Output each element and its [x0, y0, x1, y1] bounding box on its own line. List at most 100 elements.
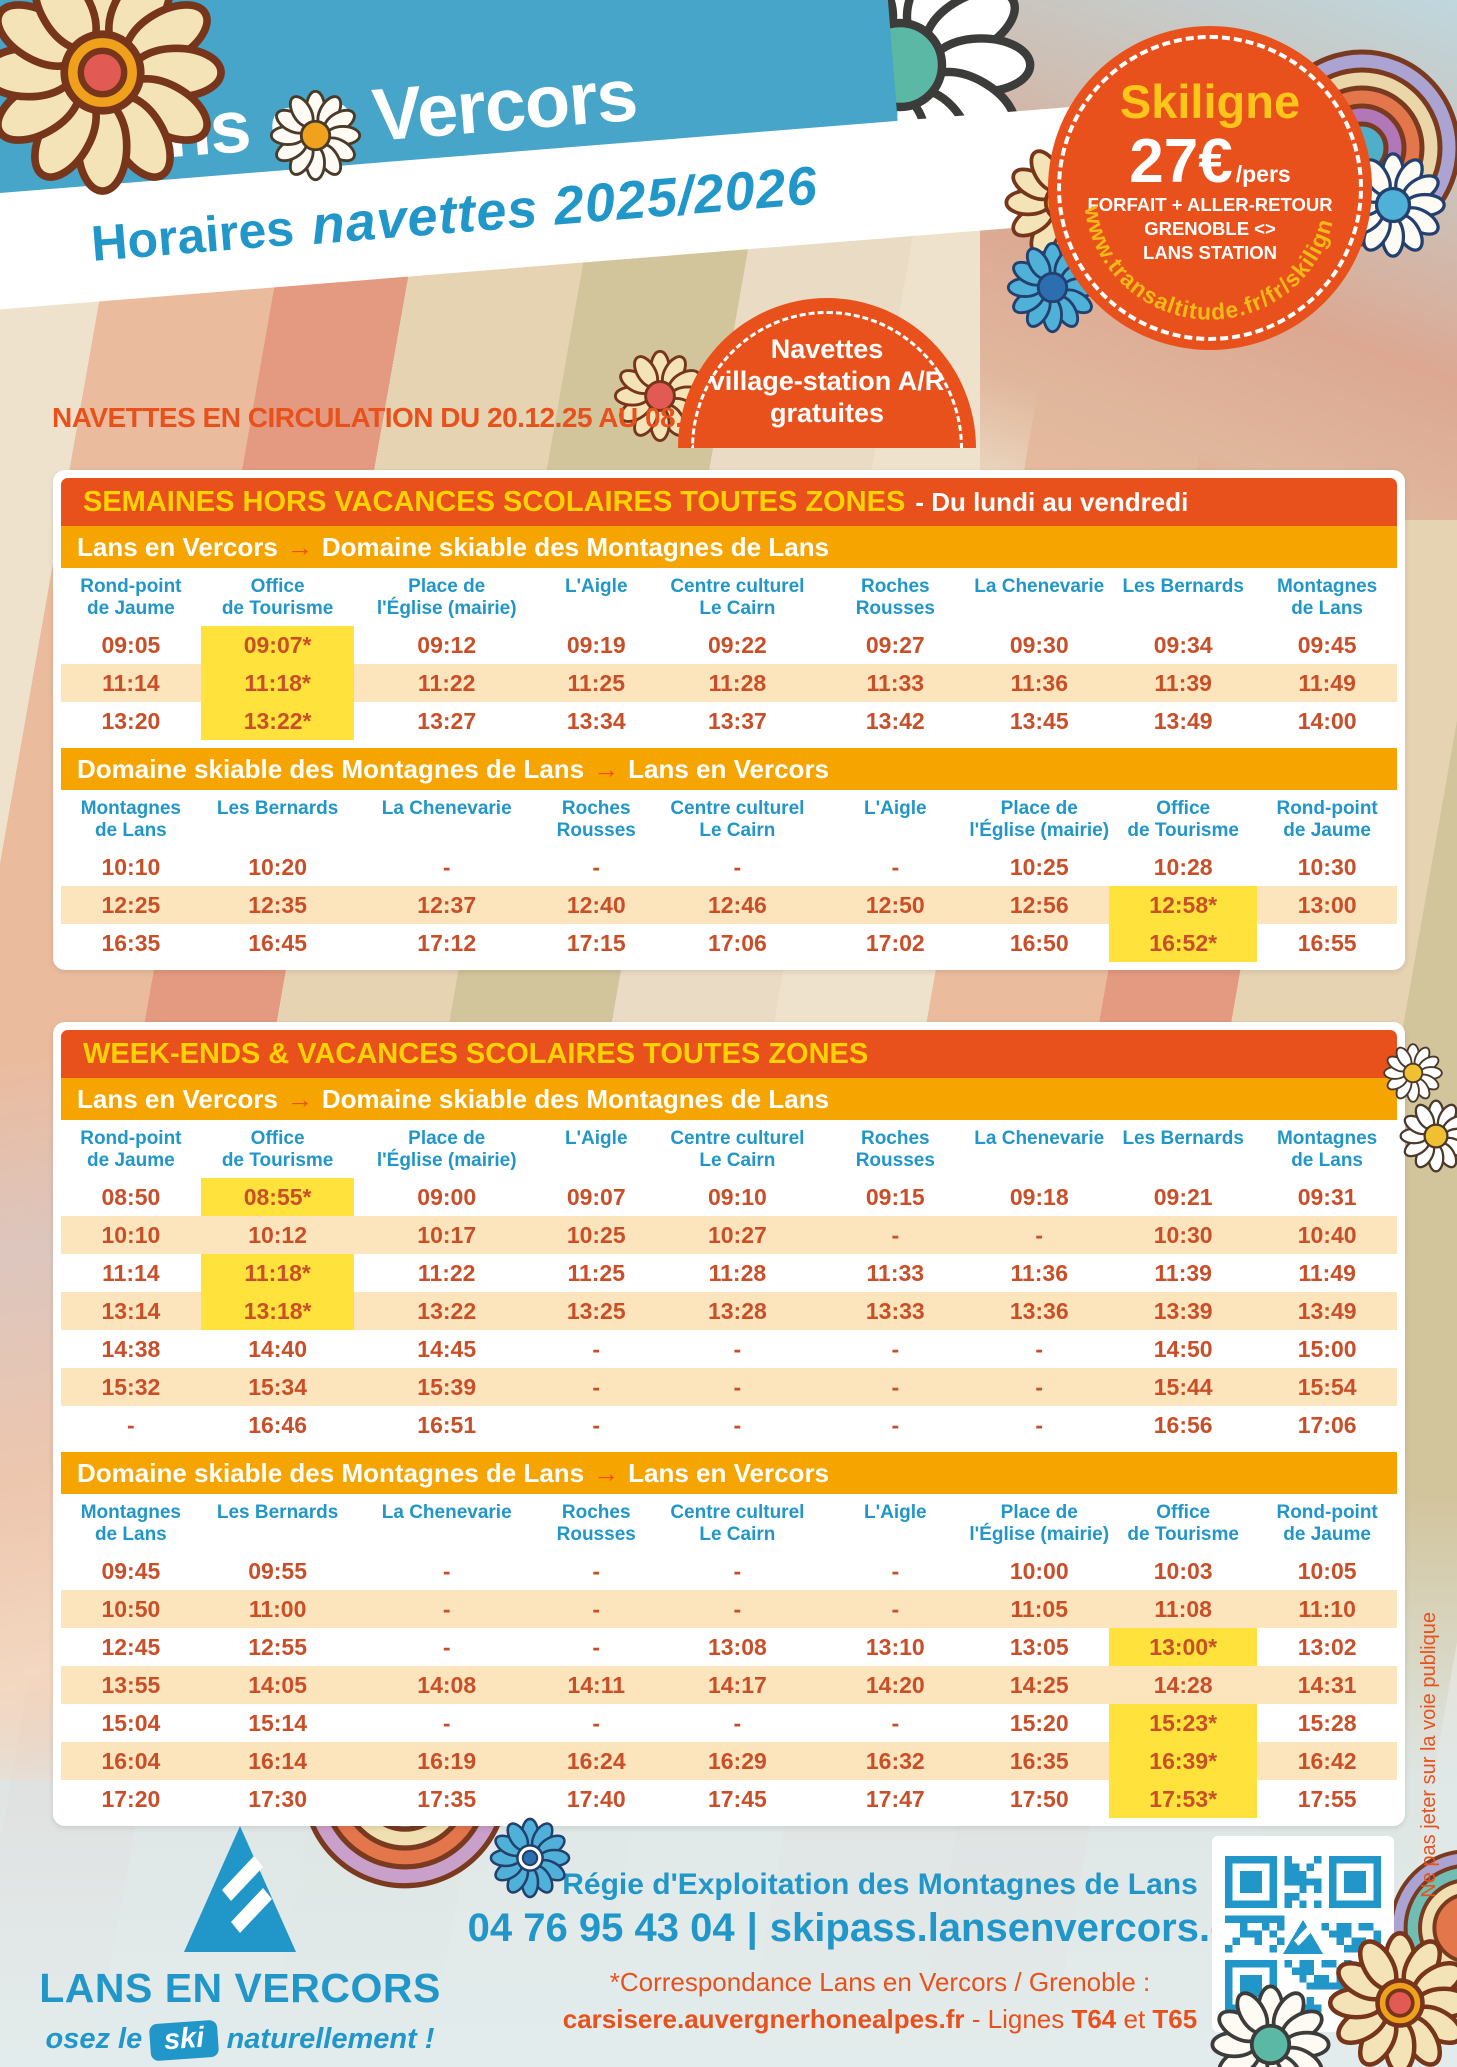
- time-cell: 09:00: [417, 1183, 477, 1210]
- time-cell: 09:27: [865, 631, 925, 658]
- time-cell: 13:27: [417, 707, 477, 734]
- time-cell: 14:45: [417, 1335, 477, 1362]
- direction-bar: Lans en Vercors → Domaine skiable des Mont…: [61, 526, 1397, 568]
- time-cell: -: [891, 1373, 900, 1400]
- stop-header: La Chenevarie: [381, 798, 512, 819]
- arrow-right-icon: →: [593, 1457, 620, 1488]
- mountain-tree-icon: [184, 1826, 296, 1952]
- time-cell: 16:46: [248, 1411, 308, 1438]
- separator: |: [746, 1906, 758, 1950]
- timetable-row: 11:14 11:18* 11:22 11:25 11:28 11:33 11:36 11:3…: [61, 664, 1397, 702]
- time-cell: 09:30: [1009, 631, 1069, 658]
- line-t65: T65: [1152, 2004, 1198, 2034]
- time-cell: 14:05: [248, 1671, 308, 1698]
- tagline-post: naturellement !: [226, 2023, 435, 2055]
- stop-header: Place de l'Église (mairie): [969, 1502, 1110, 1545]
- free-shuttle-bubble: Navettes village-station A/R gratuites: [678, 298, 976, 448]
- arrow-right-icon: →: [286, 531, 313, 562]
- time-cell: 17:47: [865, 1785, 925, 1812]
- time-cell: -: [442, 1709, 451, 1736]
- and-text: et: [1116, 2004, 1153, 2034]
- time-cell: 13:45: [1009, 707, 1069, 734]
- time-cell: 16:04: [101, 1747, 161, 1774]
- direction-to: Domaine skiable des Montagnes de Lans: [321, 1083, 830, 1114]
- skiligne-url-link[interactable]: www.transaltitude.fr/fr/skiligne: [1048, 26, 1338, 325]
- footer-contact: Régie d'Exploitation des Montagnes de La…: [430, 1868, 1330, 2035]
- stop-header: Centre culturel Le Cairn: [670, 798, 805, 841]
- timetable-row: 15:04 15:14 - - - - 15:20 15:23* 15:28: [61, 1704, 1397, 1742]
- time-cell: 10:30: [1153, 1221, 1213, 1248]
- stop-header: Office de Tourisme: [1127, 798, 1239, 841]
- time-cell: 11:14: [102, 669, 160, 696]
- time-cell: 13:00: [1297, 891, 1357, 918]
- time-cell: 15:20: [1009, 1709, 1069, 1736]
- time-cell: -: [1035, 1373, 1044, 1400]
- bubble-line: gratuites: [769, 397, 885, 428]
- time-cell: 17:40: [566, 1785, 626, 1812]
- time-cell: 10:27: [707, 1221, 767, 1248]
- daisy-icon: [488, 1816, 572, 1900]
- bubble-line: Navettes: [770, 334, 884, 364]
- skipass-website-link[interactable]: skipass.lansenvercors.com: [769, 1906, 1293, 1950]
- time-cell: 10:17: [417, 1221, 477, 1248]
- direction-bar: Lans en Vercors → Domaine skiable des Mont…: [61, 1078, 1397, 1120]
- time-cell: 11:08: [1154, 1595, 1212, 1622]
- stop-header: Roches Rousses: [556, 1502, 636, 1545]
- time-cell: 13:22: [417, 1297, 477, 1324]
- daisy-icon: [0, 0, 230, 200]
- svg-text:www.transaltitude.fr/fr/skilig: www.transaltitude.fr/fr/skiligne: [1048, 26, 1338, 325]
- phone-number[interactable]: 04 76 95 43 04: [467, 1906, 735, 1950]
- stop-header: Les Bernards: [216, 798, 339, 819]
- time-cell: 15:28: [1297, 1709, 1357, 1736]
- time-cell: 16:51: [417, 1411, 477, 1438]
- time-cell: 13:33: [865, 1297, 925, 1324]
- timetable-row: 15:32 15:34 15:39 - - - - 15:44 15:54: [61, 1368, 1397, 1406]
- time-cell: 14:38: [101, 1335, 161, 1362]
- time-cell: 11:28: [708, 669, 767, 696]
- time-cell: 17:55: [1297, 1785, 1357, 1812]
- direction-from: Domaine skiable des Montagnes de Lans: [77, 1457, 585, 1488]
- stop-header: Centre culturel Le Cairn: [670, 576, 805, 619]
- time-cell: 11:10: [1298, 1595, 1356, 1622]
- direction-to: Lans en Vercors: [628, 1457, 830, 1488]
- time-cell: 10:00: [1009, 1557, 1069, 1584]
- time-cell: 13:05: [1009, 1633, 1069, 1660]
- time-cell: 15:44: [1153, 1373, 1213, 1400]
- time-cell: 11:25: [567, 1259, 626, 1286]
- time-cell: 13:10: [865, 1633, 925, 1660]
- time-cell: 13:37: [707, 707, 767, 734]
- table-title-bar: WEEK-ENDS & VACANCES SCOLAIRES TOUTES ZO…: [61, 1030, 1397, 1078]
- time-cell: 12:40: [566, 891, 626, 918]
- time-cell: 11:25: [567, 669, 626, 696]
- stop-header-row: Rond-point de Jaume Office de Tourisme Pla…: [61, 568, 1397, 626]
- time-cell: 11:39: [1154, 669, 1212, 696]
- stop-header: Montagnes de Lans: [1276, 1128, 1378, 1171]
- time-cell: 10:25: [566, 1221, 626, 1248]
- timetable-row: 16:04 16:14 16:19 16:24 16:29 16:32 16:35 16:39…: [61, 1742, 1397, 1780]
- carsisere-website-link[interactable]: carsisere.auvergnerhonealpes.fr: [562, 2004, 965, 2034]
- lans-en-vercors-logo: LANS EN VERCORS osez le ski naturellement …: [15, 1826, 465, 2062]
- time-cell: 09:31: [1297, 1183, 1357, 1210]
- time-cell: -: [733, 1595, 742, 1622]
- stop-header: L'Aigle: [564, 576, 628, 597]
- timetable-row: 14:38 14:40 14:45 - - - - 14:50 15:00: [61, 1330, 1397, 1368]
- stop-header: Centre culturel Le Cairn: [670, 1502, 805, 1545]
- time-cell: 16:55: [1297, 929, 1357, 956]
- lines-text: - Lignes: [964, 2004, 1072, 2034]
- time-cell: -: [127, 1411, 135, 1438]
- time-cell: 14:28: [1153, 1671, 1213, 1698]
- time-cell: 13:28: [707, 1297, 767, 1324]
- time-cell: 13:49: [1297, 1297, 1357, 1324]
- daisy-icon: [1338, 150, 1448, 260]
- stop-header: Montagnes de Lans: [1276, 576, 1378, 619]
- time-cell: 15:54: [1297, 1373, 1357, 1400]
- time-cell: 16:35: [1009, 1747, 1069, 1774]
- stop-header: Office de Tourisme: [221, 1128, 334, 1171]
- time-cell: 13:42: [865, 707, 925, 734]
- time-cell: 12:56: [1009, 891, 1069, 918]
- time-cell: 09:22: [707, 631, 767, 658]
- time-cell: -: [592, 1335, 601, 1362]
- time-cell: 10:20: [248, 853, 308, 880]
- stop-header: Les Bernards: [1122, 576, 1244, 597]
